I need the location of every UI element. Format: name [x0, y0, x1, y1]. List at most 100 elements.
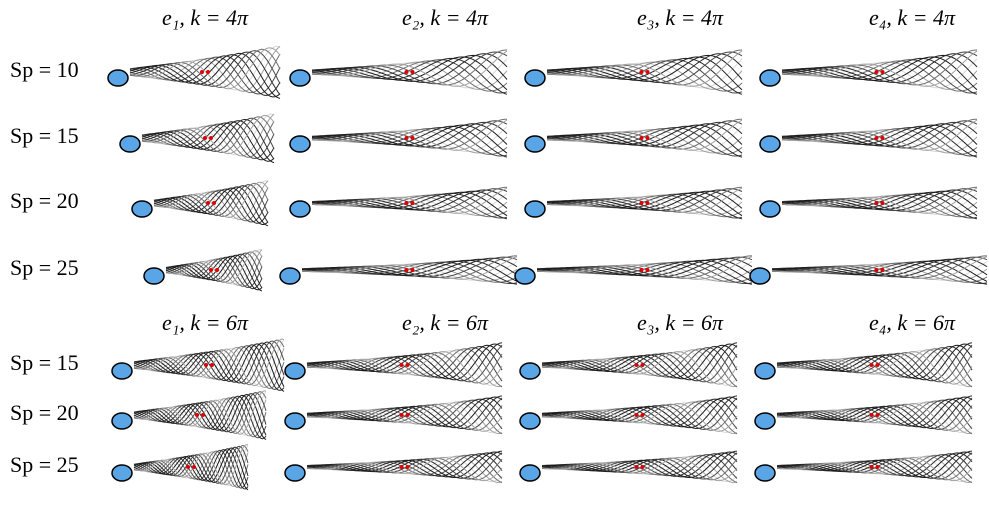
waveform-panel — [519, 395, 738, 435]
cell-head — [754, 362, 776, 380]
red-dot — [215, 268, 219, 272]
red-dot — [405, 465, 410, 469]
flagellum-trace — [129, 46, 281, 92]
flagellum-trace — [546, 120, 743, 149]
flagellum-trace — [133, 338, 285, 387]
flagellum-trace — [541, 351, 738, 385]
cell-head — [284, 362, 306, 380]
waveform-panel — [754, 395, 973, 435]
waveform-panel — [524, 118, 743, 158]
cell-head — [111, 412, 133, 430]
flagellum-trace — [307, 452, 503, 480]
cell-head — [754, 412, 776, 430]
red-dot — [404, 136, 409, 140]
flagellum-trace — [306, 351, 503, 384]
red-dot — [874, 201, 879, 205]
flagellum-trace — [306, 456, 503, 482]
red-dot — [875, 413, 880, 417]
cell-head — [524, 69, 546, 87]
cell-head — [119, 135, 141, 153]
flagellum-trace — [129, 48, 281, 88]
flagellum-trace — [771, 256, 988, 278]
flagellum-trace — [307, 344, 503, 383]
flagellum-trace — [311, 186, 508, 213]
flagellum-trace — [306, 344, 503, 380]
red-dot — [634, 413, 639, 417]
flagellum-trace — [541, 397, 738, 428]
cell-head — [754, 464, 776, 482]
red-dot — [875, 363, 880, 367]
red-dot — [634, 363, 639, 367]
flagellum-trace — [776, 456, 973, 482]
waveform-panel — [519, 342, 738, 388]
column-header: e₂, k = 4π — [402, 5, 489, 30]
flagellum-trace — [541, 344, 738, 380]
red-dot — [639, 268, 644, 272]
cell-head — [514, 267, 536, 285]
red-dot — [195, 413, 199, 417]
red-dot — [203, 136, 207, 140]
flagellum-trace — [129, 47, 281, 90]
flagellum-trace — [165, 254, 263, 292]
flagellum-trace — [546, 51, 743, 85]
flagellum-trace — [312, 189, 508, 212]
flagellum-trace — [546, 49, 743, 86]
flagellum-trace — [776, 457, 973, 481]
red-dot — [874, 268, 879, 272]
flagellum-trace — [781, 121, 978, 148]
flagellum-trace — [536, 256, 753, 278]
flagellum-trace — [546, 53, 743, 84]
red-dot — [880, 201, 885, 205]
flagellum-trace — [141, 115, 275, 155]
flagellum-trace — [306, 397, 503, 428]
red-dot — [186, 465, 190, 469]
red-dot — [634, 465, 639, 469]
row-label: Sp = 20 — [10, 400, 79, 425]
column-header: e₄, k = 4π — [869, 5, 956, 30]
flagellum-trace — [153, 186, 269, 227]
flagellum-trace — [776, 402, 973, 432]
flagellum-trace — [165, 249, 263, 286]
flagellum-trace — [781, 53, 978, 84]
waveform-panel — [754, 450, 973, 484]
column-header: e₄, k = 6π — [869, 310, 956, 335]
red-dot — [639, 201, 644, 205]
flagellum-trace — [133, 390, 267, 435]
red-dot — [640, 413, 645, 417]
red-dot — [405, 413, 410, 417]
flagellum-trace — [541, 457, 738, 481]
red-dot — [192, 465, 196, 469]
cell-head — [519, 362, 541, 380]
cell-head — [111, 362, 133, 380]
column-header: e₁, k = 4π — [162, 5, 249, 30]
flagellum-trace — [771, 255, 987, 279]
flagellum-trace — [133, 391, 267, 436]
flagellum-trace — [542, 452, 738, 480]
waveform-panel — [143, 249, 263, 292]
red-dot — [206, 70, 210, 74]
flagellum-trace — [776, 351, 973, 385]
flagellum-trace — [301, 256, 518, 278]
red-dot — [880, 136, 885, 140]
waveform-panel — [289, 186, 508, 220]
red-dot — [874, 70, 879, 74]
flagellum-trace — [781, 50, 978, 87]
cell-head — [524, 200, 546, 218]
flagellum-trace — [311, 120, 508, 149]
red-dot — [404, 268, 409, 272]
flagellum-trace — [542, 344, 738, 383]
flagellum-trace — [141, 120, 275, 164]
flagellum-trace — [777, 344, 973, 383]
red-dot — [399, 465, 404, 469]
waveform-panel — [759, 118, 978, 158]
flagellum-trace — [306, 457, 503, 481]
flagellum-trace — [307, 397, 503, 430]
waveform-panel — [754, 342, 973, 388]
flagellum-trace — [141, 113, 275, 157]
waveform-panel — [119, 113, 275, 164]
flagellum-trace — [311, 121, 508, 148]
flagellum-trace — [781, 120, 978, 149]
flagellum-trace — [133, 444, 249, 485]
red-dot — [869, 363, 874, 367]
red-dot — [640, 465, 645, 469]
